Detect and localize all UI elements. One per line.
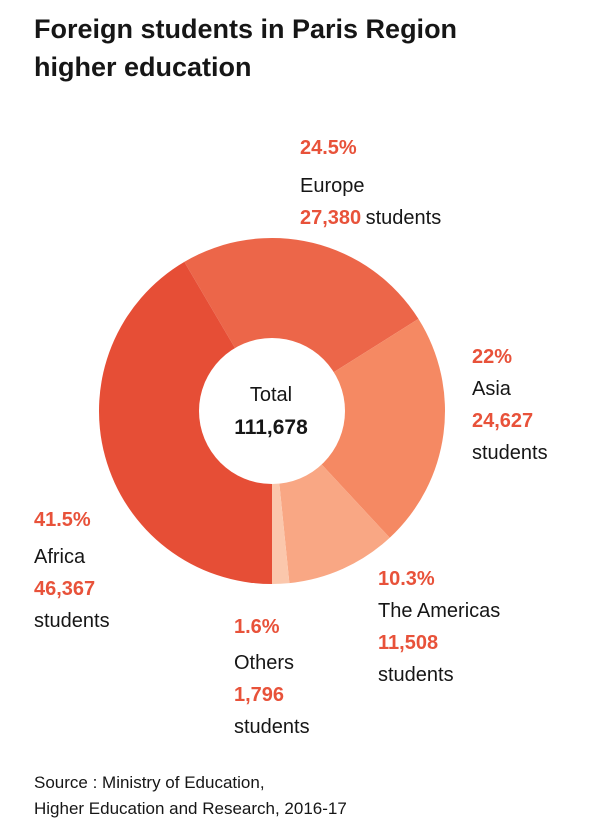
americas-count: 11,508 [378, 632, 439, 654]
slice-label-others: 1.6% Others 1,796 students [234, 612, 310, 744]
slice-africa [98, 261, 272, 584]
slice-label-americas: 10.3% The Americas 11,508 students [378, 564, 500, 692]
slice-label-asia: 22% Asia 24,627 students [472, 342, 548, 470]
center-total-label: Total [250, 384, 292, 406]
chart-title-line-2: higher education [34, 52, 252, 82]
others-unit: students [234, 716, 310, 738]
africa-unit: students [34, 610, 110, 632]
slice-europe [184, 237, 419, 411]
asia-name: Asia [472, 378, 511, 400]
americas-unit: students [378, 664, 454, 686]
source-note: Source : Ministry of Education, Higher E… [34, 770, 347, 822]
europe-count: 27,380 [300, 207, 362, 229]
donut-hole [199, 338, 345, 484]
slice-label-europe: 24.5% Europe 27,380 students [300, 133, 441, 235]
source-line-2: Higher Education and Research, 2016-17 [34, 799, 347, 818]
asia-count: 24,627 [472, 410, 534, 432]
europe-name: Europe [300, 175, 365, 197]
africa-name: Africa [34, 546, 86, 568]
others-percent: 1.6% [234, 616, 280, 638]
others-count: 1,796 [234, 684, 285, 706]
chart-title: Foreign students in Paris Region higher … [34, 10, 457, 86]
asia-unit: students [472, 442, 548, 464]
slice-label-africa: 41.5% Africa 46,367 students [34, 505, 110, 638]
europe-unit: students [365, 207, 442, 229]
others-name: Others [234, 652, 295, 674]
center-total-value: 111,678 [234, 416, 308, 439]
chart-title-line-1: Foreign students in Paris Region [34, 14, 458, 44]
americas-name: The Americas [378, 600, 501, 622]
africa-count: 46,367 [34, 578, 96, 600]
europe-percent: 24.5% [300, 137, 357, 159]
slice-asia [272, 318, 446, 538]
source-line-1: Source : Ministry of Education, [34, 773, 265, 792]
africa-percent: 41.5% [34, 509, 91, 531]
americas-percent: 10.3% [378, 568, 435, 590]
asia-percent: 22% [472, 346, 513, 368]
